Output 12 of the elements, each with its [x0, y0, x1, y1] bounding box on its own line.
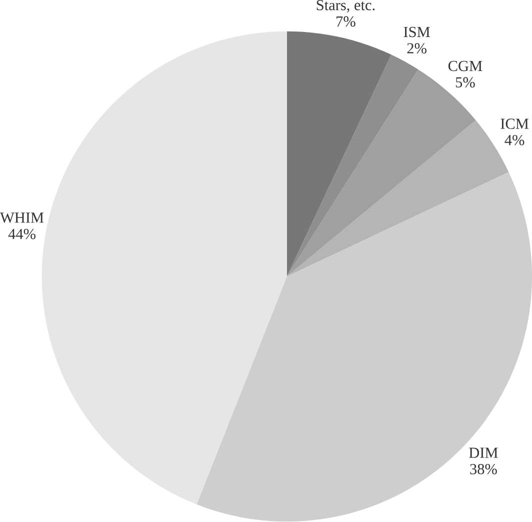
- slice-label: ICM: [500, 118, 529, 130]
- slice-label: DIM: [469, 448, 498, 458]
- data-label: 38%: [470, 464, 497, 475]
- data-label: 44%: [8, 229, 36, 240]
- data-label: 5%: [456, 77, 475, 88]
- slice-label: Stars, etc.: [316, 0, 375, 13]
- slice-label: CGM: [448, 61, 482, 72]
- data-label: 2%: [407, 43, 426, 54]
- data-label: 7%: [336, 16, 356, 27]
- data-label: 4%: [504, 135, 524, 146]
- slice-label: ISM: [404, 27, 430, 38]
- slice-label: WHIM: [0, 212, 44, 224]
